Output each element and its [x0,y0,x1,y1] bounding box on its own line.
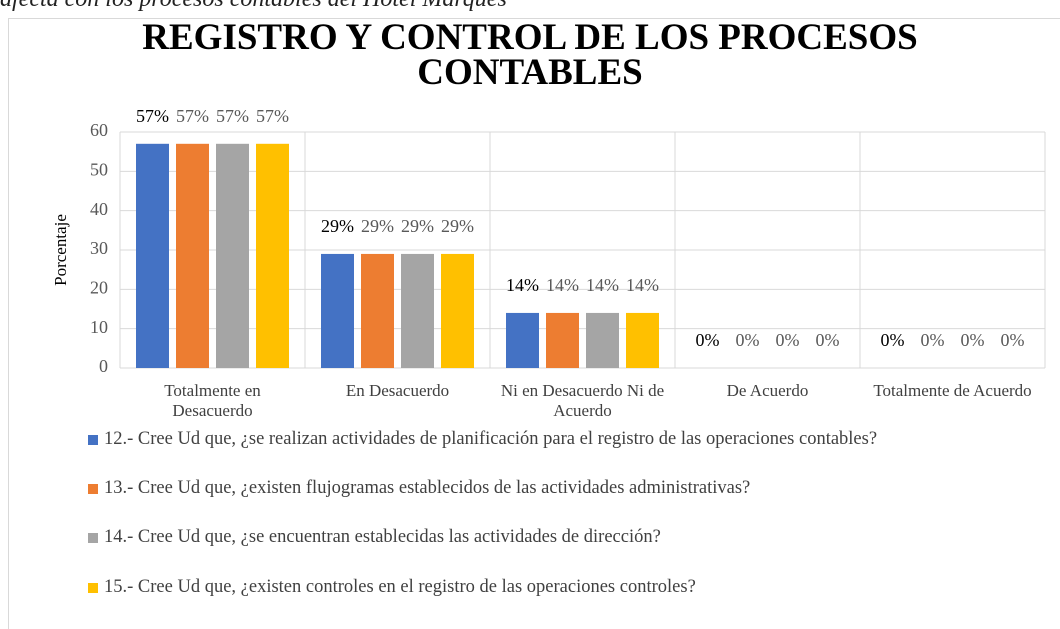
legend-item: 15.- Cree Ud que, ¿existen controles en … [88,577,1044,598]
chart-border [8,18,1060,629]
data-label: 0% [776,330,800,350]
bar [321,253,354,368]
chart-title: REGISTRO Y CONTROL DE LOS PROCESOS CONTA… [142,17,918,93]
bar [441,253,474,368]
legend-label: 12.- Cree Ud que, ¿se realizan actividad… [104,429,878,449]
data-label: 29% [441,216,474,236]
data-label: 57% [256,106,289,126]
legend-label: 14.- Cree Ud que, ¿se encuentran estable… [104,527,661,547]
data-label: 29% [361,216,394,236]
legend-label: 15.- Cree Ud que, ¿existen controles en … [104,577,696,597]
legend-item: 14.- Cree Ud que, ¿se encuentran estable… [88,527,1044,548]
x-tick-label: De Acuerdo [726,381,809,400]
bar [216,143,249,368]
y-tick-label: 20 [90,277,108,297]
data-label: 14% [506,275,539,295]
data-label: 0% [881,330,905,350]
data-label: 57% [136,106,169,126]
data-label: 14% [586,275,619,295]
legend-swatch [88,435,98,445]
x-tick-label: En Desacuerdo [345,381,450,400]
bar [136,143,169,368]
caption: afecta con los procesos contables del Ho… [0,0,507,13]
data-label: 0% [696,330,720,350]
bar [586,312,619,368]
y-tick-label: 40 [90,199,108,219]
x-tick-label: Totalmente de Acuerdo [873,381,1032,400]
y-tick-label: 10 [90,317,108,337]
bar [626,312,659,368]
y-tick-label: 0 [99,356,108,376]
data-label: 57% [176,106,209,126]
bar [506,312,539,368]
y-tick-label: 50 [90,159,108,179]
x-tick-label: Ni en Desacuerdo Ni de Acuerdo [500,381,665,420]
x-tick-label: Totalmente en Desacuerdo [164,381,261,420]
bar [546,312,579,368]
legend-swatch [88,533,98,543]
data-label: 0% [1001,330,1025,350]
data-label: 0% [961,330,985,350]
data-label: 0% [816,330,840,350]
data-label: 29% [401,216,434,236]
legend-item: 13.- Cree Ud que, ¿existen flujogramas e… [88,478,1044,499]
bar [176,143,209,368]
y-tick-label: 30 [90,238,108,258]
legend-label: 13.- Cree Ud que, ¿existen flujogramas e… [104,478,751,498]
bar [401,253,434,368]
data-label: 14% [626,275,659,295]
data-label: 0% [921,330,945,350]
data-label: 0% [736,330,760,350]
legend-swatch [88,583,98,593]
y-tick-label: 60 [90,120,108,140]
data-label: 29% [321,216,354,236]
bar [256,143,289,368]
y-axis-label: Porcentaje [51,214,70,286]
legend-item: 12.- Cree Ud que, ¿se realizan actividad… [88,429,1044,450]
bar [361,253,394,368]
data-label: 14% [546,275,579,295]
data-label: 57% [216,106,249,126]
legend-swatch [88,484,98,494]
